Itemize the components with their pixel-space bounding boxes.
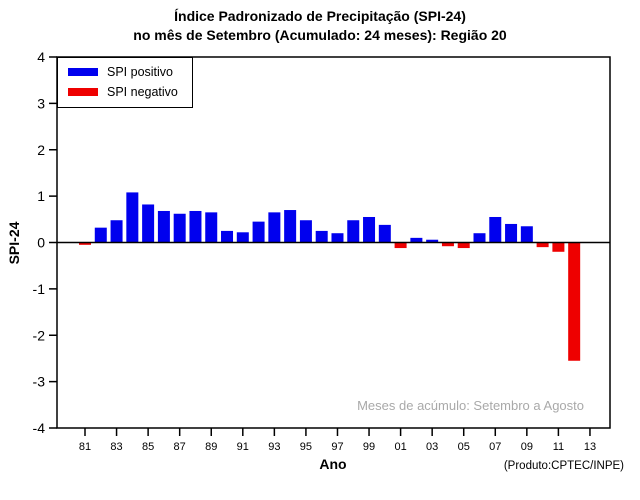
x-tick-label: 81: [79, 441, 91, 453]
bar-1986: [157, 210, 170, 243]
legend-label-positive: SPI positivo: [107, 65, 174, 79]
y-tick-label: -1: [33, 281, 46, 297]
x-tick-label: 91: [237, 441, 249, 453]
bar-2003: [426, 239, 439, 243]
chart-title-line2: no mês de Setembro (Acumulado: 24 meses)…: [133, 27, 507, 43]
bar-1998: [347, 220, 360, 243]
bar-1993: [268, 212, 281, 243]
bar-1984: [126, 192, 139, 243]
x-tick-label: 93: [268, 441, 280, 453]
bar-1999: [363, 216, 376, 243]
chart-legend: SPI positivo SPI negativo: [57, 57, 193, 108]
bar-1981: [79, 242, 91, 245]
x-tick-label: 99: [363, 441, 375, 453]
x-tick-label: 85: [142, 441, 154, 453]
x-tick-label: 97: [331, 441, 343, 453]
bar-1989: [205, 212, 218, 243]
x-tick-label: 01: [394, 441, 406, 453]
bar-1997: [331, 233, 344, 243]
bar-1990: [221, 230, 234, 243]
bar-1992: [252, 221, 265, 243]
y-tick-label: 3: [37, 95, 45, 111]
x-tick-label: 13: [584, 441, 596, 453]
bar-2000: [378, 224, 391, 243]
bar-2011: [552, 242, 565, 252]
accumulation-note: Meses de acúmulo: Setembro a Agosto: [357, 398, 584, 413]
bar-1991: [236, 232, 249, 243]
bar-1983: [110, 220, 123, 243]
y-tick-label: 4: [37, 49, 45, 65]
bar-1988: [189, 210, 202, 243]
x-axis-label: Ano: [319, 456, 347, 472]
x-tick-label: 87: [174, 441, 186, 453]
legend-swatch-positive-icon: [68, 68, 98, 76]
credit-text: (Produto:CPTEC/INPE): [503, 460, 624, 472]
bar-2005: [457, 242, 470, 249]
x-tick-label: 07: [489, 441, 501, 453]
y-tick-label: 0: [37, 235, 45, 251]
bar-1987: [173, 213, 186, 243]
y-tick-label: 1: [37, 188, 45, 204]
x-tick-label: 89: [205, 441, 217, 453]
x-tick-label: 05: [458, 441, 470, 453]
bar-1995: [299, 220, 312, 243]
y-tick-label: -4: [33, 420, 46, 436]
y-axis-label: SPI-24: [6, 221, 22, 265]
x-tick-label: 03: [426, 441, 438, 453]
y-tick-label: -2: [33, 327, 46, 343]
x-tick-label: 09: [521, 441, 533, 453]
legend-item-negative: SPI negativo: [68, 85, 178, 99]
bar-1982: [94, 227, 107, 243]
bar-1996: [315, 230, 328, 243]
y-tick-label: 2: [37, 142, 45, 158]
bar-1985: [142, 204, 155, 243]
legend-item-positive: SPI positivo: [68, 65, 178, 79]
x-tick-label: 95: [300, 441, 312, 453]
bar-1994: [284, 210, 297, 243]
bar-2004: [441, 242, 454, 247]
y-tick-label: -3: [33, 374, 46, 390]
bar-2012: [568, 242, 581, 361]
legend-label-negative: SPI negativo: [107, 85, 178, 99]
bar-2009: [520, 226, 533, 243]
x-tick-label: 83: [110, 441, 122, 453]
bar-2002: [410, 237, 423, 243]
bar-2007: [489, 216, 502, 243]
legend-swatch-negative-icon: [68, 88, 98, 96]
bar-2008: [505, 223, 518, 243]
bar-2010: [536, 242, 549, 248]
x-tick-label: 11: [553, 441, 564, 453]
chart-title-line1: Índice Padronizado de Precipitação (SPI-…: [174, 8, 466, 24]
bar-2001: [394, 242, 407, 249]
bar-2006: [473, 233, 486, 243]
